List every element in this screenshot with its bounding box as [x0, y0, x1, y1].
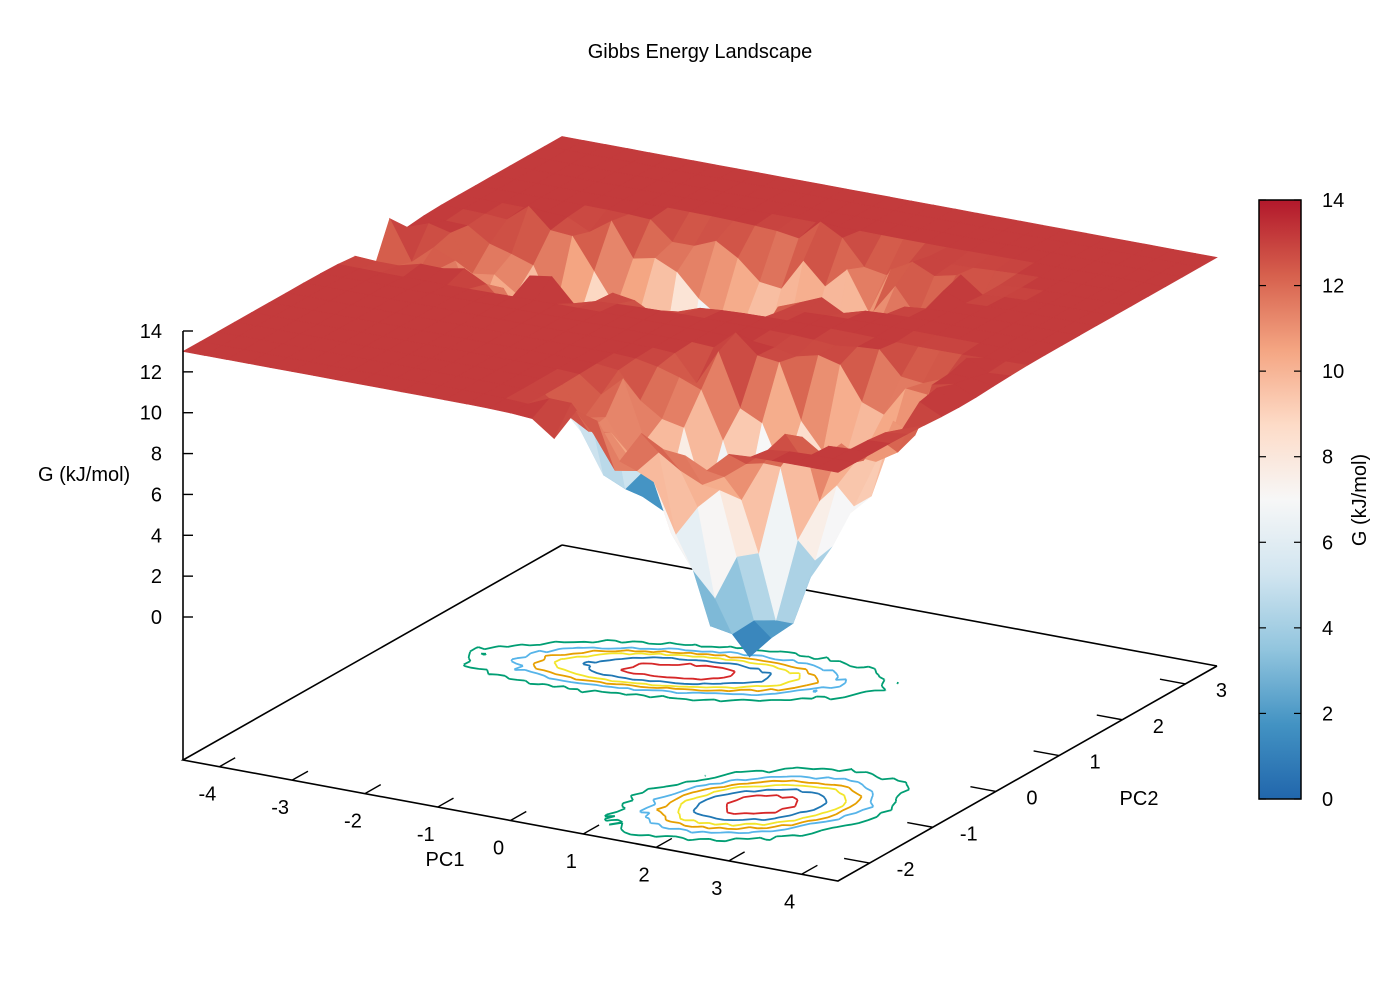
x-tick-label: 0: [493, 838, 504, 860]
z-tick-label: 6: [151, 484, 162, 506]
contour-projection: [462, 639, 910, 843]
y-tick: [843, 857, 870, 864]
y-tick-label: -1: [960, 823, 978, 845]
contour-line-9: [510, 646, 875, 834]
base-frame-back: [561, 544, 1218, 667]
y-tick: [970, 786, 997, 793]
colorbar-tick-label: 0: [1322, 789, 1333, 811]
x-tick-label: 1: [566, 851, 577, 873]
z-tick-label: 10: [140, 403, 162, 425]
z-tick-label: 4: [151, 525, 162, 547]
x-tick: [582, 824, 600, 835]
z-axis-label: G (kJ/mol): [38, 464, 130, 486]
z-tick-label: 12: [140, 362, 162, 384]
y-tick: [1096, 714, 1123, 721]
y-tick-label: 1: [1090, 752, 1101, 774]
x-tick-label: 2: [638, 864, 649, 886]
z-tick-label: 2: [151, 566, 162, 588]
y-tick-label: 3: [1216, 680, 1227, 702]
contour-line-1.5: [620, 662, 799, 815]
x-axis-label: PC1: [426, 849, 465, 871]
x-tick-label: 3: [711, 878, 722, 900]
x-tick-label: -2: [344, 811, 362, 833]
z-tick-label: 14: [140, 321, 162, 343]
colorbar-tick-label: 10: [1322, 361, 1344, 383]
base-frame-front: [180, 544, 1218, 882]
y-tick-label: 0: [1026, 787, 1037, 809]
x-tick: [728, 851, 745, 862]
x-tick: [291, 770, 309, 781]
x-tick: [219, 757, 236, 768]
y-axis: -2 -1 0 1 2 3: [843, 678, 1227, 881]
colorbar-tick-label: 4: [1322, 618, 1333, 640]
colorbar-gradient: [1258, 199, 1302, 800]
energy-surface: [182, 136, 1218, 658]
colorbar: 0 2 4 6 8 10 12 14: [1258, 190, 1344, 811]
x-tick: [510, 810, 527, 822]
x-tick-label: 4: [784, 891, 795, 913]
colorbar-tick-label: 14: [1322, 190, 1344, 212]
y-tick: [1159, 678, 1186, 685]
base-plane-frame: [180, 544, 1218, 882]
y-tick: [1033, 750, 1060, 757]
contour-line-7.5: [532, 649, 863, 830]
z-tick-label: 0: [151, 607, 162, 629]
x-tick-label: -3: [271, 797, 289, 819]
x-tick: [364, 784, 382, 795]
y-tick: [907, 821, 933, 828]
z-tick-label: 8: [151, 444, 162, 466]
x-tick: [437, 797, 454, 808]
colorbar-label: G (kJ/mol): [1349, 454, 1371, 546]
contour-line-4: [582, 656, 828, 821]
x-tick: [655, 837, 673, 848]
colorbar-tick-label: 2: [1322, 703, 1333, 725]
contour-line-6: [553, 652, 847, 827]
x-tick: [801, 864, 818, 875]
colorbar-tick-label: 12: [1322, 276, 1344, 298]
z-axis: 0 2 4 6 8 10 12 14: [140, 321, 193, 760]
y-tick-label: -2: [897, 859, 915, 881]
surface-patch: [815, 458, 857, 473]
colorbar-tick-label: 6: [1322, 532, 1333, 554]
x-axis: -4 -3 -2 -1 0 1 2 3 4: [198, 757, 818, 913]
colorbar-tick-label: 8: [1322, 447, 1333, 469]
x-tick-label: -4: [198, 784, 216, 806]
y-tick-label: 2: [1153, 716, 1164, 738]
x-tick-label: -1: [417, 824, 435, 846]
y-axis-label: PC2: [1120, 788, 1159, 810]
contour-line-11: [462, 639, 910, 843]
chart-title: Gibbs Energy Landscape: [588, 41, 813, 63]
